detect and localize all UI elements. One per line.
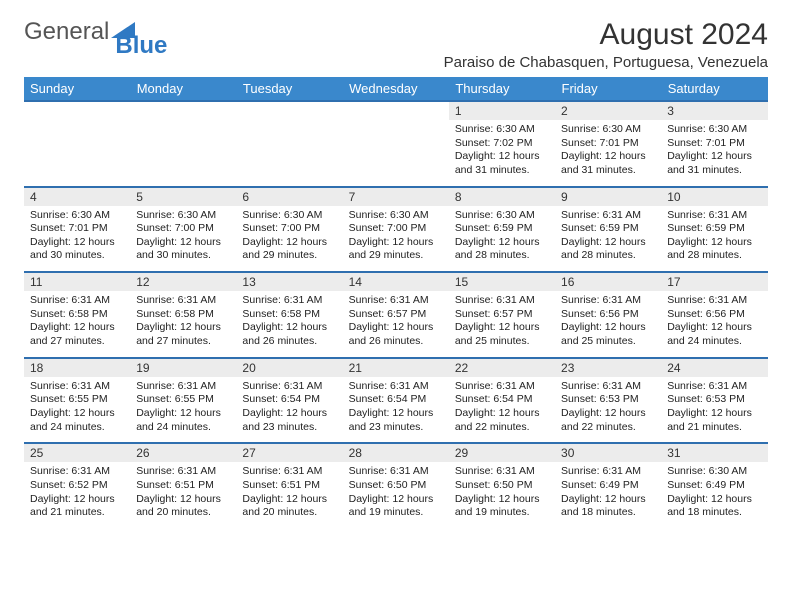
day-number: 4 [24, 187, 130, 206]
day-number: 24 [661, 358, 767, 377]
day-content: Sunrise: 6:30 AMSunset: 7:01 PMDaylight:… [555, 120, 661, 187]
day-number: 31 [661, 443, 767, 462]
week-content-row: Sunrise: 6:31 AMSunset: 6:58 PMDaylight:… [24, 291, 768, 358]
day-content: Sunrise: 6:31 AMSunset: 6:56 PMDaylight:… [555, 291, 661, 358]
day-number: 3 [661, 101, 767, 120]
day-content: Sunrise: 6:30 AMSunset: 7:01 PMDaylight:… [661, 120, 767, 187]
empty-daynum [24, 101, 130, 120]
day-content: Sunrise: 6:30 AMSunset: 7:02 PMDaylight:… [449, 120, 555, 187]
empty-cell [236, 120, 342, 187]
day-number: 26 [130, 443, 236, 462]
day-content: Sunrise: 6:31 AMSunset: 6:53 PMDaylight:… [555, 377, 661, 444]
day-content: Sunrise: 6:31 AMSunset: 6:50 PMDaylight:… [343, 462, 449, 528]
day-number: 17 [661, 272, 767, 291]
week-content-row: Sunrise: 6:30 AMSunset: 7:02 PMDaylight:… [24, 120, 768, 187]
day-number: 21 [343, 358, 449, 377]
week-daynum-row: 123 [24, 101, 768, 120]
day-content: Sunrise: 6:30 AMSunset: 7:01 PMDaylight:… [24, 206, 130, 273]
day-content: Sunrise: 6:31 AMSunset: 6:49 PMDaylight:… [555, 462, 661, 528]
day-number: 6 [236, 187, 342, 206]
day-content: Sunrise: 6:31 AMSunset: 6:53 PMDaylight:… [661, 377, 767, 444]
week-daynum-row: 11121314151617 [24, 272, 768, 291]
day-content: Sunrise: 6:31 AMSunset: 6:54 PMDaylight:… [449, 377, 555, 444]
day-content: Sunrise: 6:31 AMSunset: 6:55 PMDaylight:… [24, 377, 130, 444]
brand-text-1: General [24, 18, 109, 46]
day-number: 30 [555, 443, 661, 462]
day-number: 25 [24, 443, 130, 462]
week-daynum-row: 18192021222324 [24, 358, 768, 377]
day-content: Sunrise: 6:30 AMSunset: 7:00 PMDaylight:… [343, 206, 449, 273]
day-number: 18 [24, 358, 130, 377]
day-number: 19 [130, 358, 236, 377]
day-number: 15 [449, 272, 555, 291]
day-content: Sunrise: 6:31 AMSunset: 6:57 PMDaylight:… [449, 291, 555, 358]
day-content: Sunrise: 6:31 AMSunset: 6:52 PMDaylight:… [24, 462, 130, 528]
day-number: 12 [130, 272, 236, 291]
day-content: Sunrise: 6:31 AMSunset: 6:51 PMDaylight:… [236, 462, 342, 528]
day-header: Friday [555, 77, 661, 101]
day-content: Sunrise: 6:31 AMSunset: 6:51 PMDaylight:… [130, 462, 236, 528]
empty-cell [24, 120, 130, 187]
day-header: Tuesday [236, 77, 342, 101]
day-content: Sunrise: 6:31 AMSunset: 6:58 PMDaylight:… [130, 291, 236, 358]
page-header: General Blue August 2024 Paraiso de Chab… [24, 18, 768, 71]
day-number: 10 [661, 187, 767, 206]
title-block: August 2024 Paraiso de Chabasquen, Portu… [444, 18, 768, 71]
day-number: 7 [343, 187, 449, 206]
day-number: 20 [236, 358, 342, 377]
day-content: Sunrise: 6:30 AMSunset: 7:00 PMDaylight:… [130, 206, 236, 273]
calendar-body: 123Sunrise: 6:30 AMSunset: 7:02 PMDaylig… [24, 101, 768, 528]
day-content: Sunrise: 6:31 AMSunset: 6:55 PMDaylight:… [130, 377, 236, 444]
empty-cell [130, 120, 236, 187]
day-content: Sunrise: 6:31 AMSunset: 6:50 PMDaylight:… [449, 462, 555, 528]
day-content: Sunrise: 6:30 AMSunset: 7:00 PMDaylight:… [236, 206, 342, 273]
day-number: 28 [343, 443, 449, 462]
month-title: August 2024 [444, 18, 768, 52]
day-content: Sunrise: 6:31 AMSunset: 6:54 PMDaylight:… [236, 377, 342, 444]
day-content: Sunrise: 6:31 AMSunset: 6:59 PMDaylight:… [555, 206, 661, 273]
week-content-row: Sunrise: 6:31 AMSunset: 6:52 PMDaylight:… [24, 462, 768, 528]
week-daynum-row: 25262728293031 [24, 443, 768, 462]
day-header: Thursday [449, 77, 555, 101]
day-number: 14 [343, 272, 449, 291]
brand-logo: General Blue [24, 18, 167, 46]
brand-text-2: Blue [115, 32, 167, 60]
day-header: Saturday [661, 77, 767, 101]
location-subtitle: Paraiso de Chabasquen, Portuguesa, Venez… [444, 54, 768, 71]
day-content: Sunrise: 6:31 AMSunset: 6:56 PMDaylight:… [661, 291, 767, 358]
week-content-row: Sunrise: 6:31 AMSunset: 6:55 PMDaylight:… [24, 377, 768, 444]
day-number: 1 [449, 101, 555, 120]
day-content: Sunrise: 6:31 AMSunset: 6:54 PMDaylight:… [343, 377, 449, 444]
empty-daynum [236, 101, 342, 120]
day-number: 22 [449, 358, 555, 377]
day-number: 9 [555, 187, 661, 206]
day-header: Wednesday [343, 77, 449, 101]
day-content: Sunrise: 6:31 AMSunset: 6:59 PMDaylight:… [661, 206, 767, 273]
day-header-row: SundayMondayTuesdayWednesdayThursdayFrid… [24, 77, 768, 101]
week-daynum-row: 45678910 [24, 187, 768, 206]
day-number: 13 [236, 272, 342, 291]
day-number: 27 [236, 443, 342, 462]
day-content: Sunrise: 6:31 AMSunset: 6:58 PMDaylight:… [236, 291, 342, 358]
empty-daynum [343, 101, 449, 120]
day-number: 16 [555, 272, 661, 291]
day-number: 23 [555, 358, 661, 377]
day-number: 2 [555, 101, 661, 120]
day-number: 8 [449, 187, 555, 206]
calendar-table: SundayMondayTuesdayWednesdayThursdayFrid… [24, 77, 768, 528]
day-header: Monday [130, 77, 236, 101]
empty-daynum [130, 101, 236, 120]
day-content: Sunrise: 6:31 AMSunset: 6:58 PMDaylight:… [24, 291, 130, 358]
day-number: 11 [24, 272, 130, 291]
week-content-row: Sunrise: 6:30 AMSunset: 7:01 PMDaylight:… [24, 206, 768, 273]
day-number: 5 [130, 187, 236, 206]
day-number: 29 [449, 443, 555, 462]
day-content: Sunrise: 6:30 AMSunset: 6:59 PMDaylight:… [449, 206, 555, 273]
day-content: Sunrise: 6:30 AMSunset: 6:49 PMDaylight:… [661, 462, 767, 528]
day-header: Sunday [24, 77, 130, 101]
day-content: Sunrise: 6:31 AMSunset: 6:57 PMDaylight:… [343, 291, 449, 358]
empty-cell [343, 120, 449, 187]
